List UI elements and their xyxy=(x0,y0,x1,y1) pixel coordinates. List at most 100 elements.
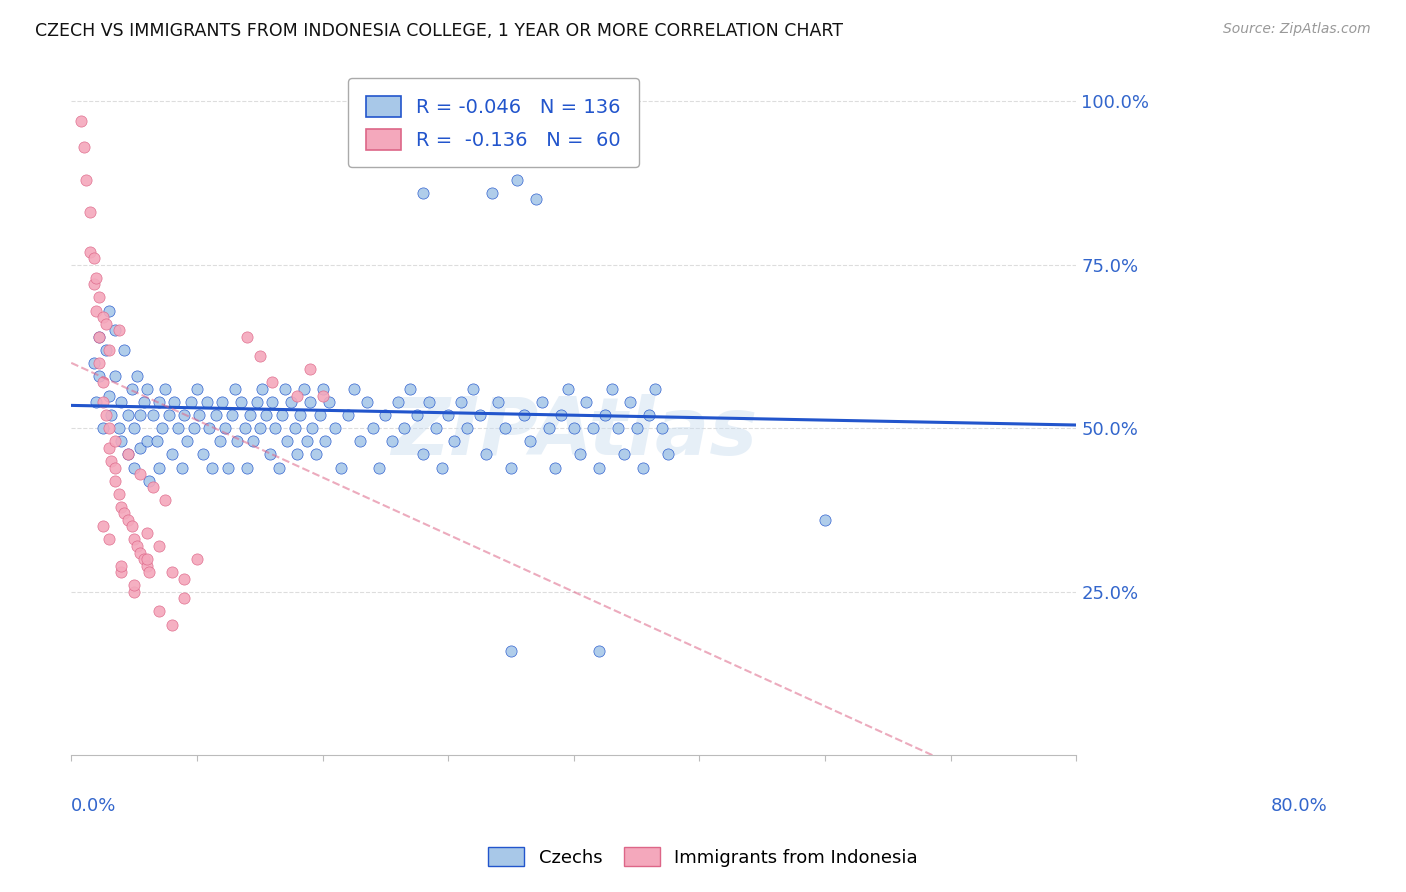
Point xyxy=(318,395,340,409)
Point xyxy=(550,408,572,422)
Point xyxy=(569,447,592,461)
Point xyxy=(638,408,661,422)
Point xyxy=(262,376,284,390)
Point xyxy=(531,395,554,409)
Point xyxy=(311,382,333,396)
Point xyxy=(217,460,239,475)
Point xyxy=(87,290,110,304)
Point xyxy=(193,447,215,461)
Point xyxy=(79,244,101,259)
Point xyxy=(108,486,131,500)
Point xyxy=(160,447,183,461)
Point xyxy=(204,408,226,422)
Point xyxy=(211,395,233,409)
Point xyxy=(150,421,173,435)
Point xyxy=(104,368,127,383)
Point xyxy=(155,493,177,508)
Point xyxy=(242,434,264,449)
Point xyxy=(468,408,491,422)
Point xyxy=(112,343,135,357)
Point xyxy=(221,408,243,422)
Point xyxy=(619,395,641,409)
Point xyxy=(519,434,541,449)
Point xyxy=(110,434,132,449)
Point xyxy=(267,460,290,475)
Point xyxy=(122,421,145,435)
Point xyxy=(108,323,131,337)
Point xyxy=(631,460,654,475)
Point xyxy=(311,388,333,402)
Point xyxy=(252,382,274,396)
Text: ZIPAtlas: ZIPAtlas xyxy=(391,393,756,472)
Legend: Czechs, Immigrants from Indonesia: Czechs, Immigrants from Indonesia xyxy=(481,840,925,874)
Point xyxy=(135,434,157,449)
Point xyxy=(148,604,170,618)
Point xyxy=(87,329,110,343)
Point xyxy=(280,395,302,409)
Point xyxy=(626,421,648,435)
Point xyxy=(499,460,522,475)
Point xyxy=(91,519,114,533)
Point xyxy=(79,205,101,219)
Point xyxy=(249,349,271,363)
Text: Source: ZipAtlas.com: Source: ZipAtlas.com xyxy=(1223,22,1371,37)
Point xyxy=(418,395,440,409)
Point xyxy=(249,421,271,435)
Point xyxy=(122,584,145,599)
Text: 0.0%: 0.0% xyxy=(72,797,117,814)
Point xyxy=(97,388,120,402)
Point xyxy=(86,303,108,318)
Point xyxy=(588,643,610,657)
Point xyxy=(117,447,139,461)
Point xyxy=(224,382,246,396)
Point xyxy=(301,421,323,435)
Point xyxy=(488,395,510,409)
Point xyxy=(309,408,332,422)
Point xyxy=(142,408,165,422)
Point xyxy=(110,565,132,579)
Point xyxy=(173,408,195,422)
Point xyxy=(512,408,534,422)
Point xyxy=(381,434,404,449)
Point xyxy=(229,395,252,409)
Point xyxy=(271,408,294,422)
Point xyxy=(499,643,522,657)
Point xyxy=(83,356,105,370)
Point xyxy=(368,460,391,475)
Point xyxy=(83,251,105,265)
Point xyxy=(557,382,579,396)
Point xyxy=(544,460,567,475)
Point xyxy=(349,434,371,449)
Point xyxy=(575,395,598,409)
Point xyxy=(70,113,93,128)
Point xyxy=(236,329,259,343)
Point xyxy=(562,421,585,435)
Point xyxy=(121,382,143,396)
Point xyxy=(97,441,120,455)
Point xyxy=(167,421,190,435)
Point xyxy=(287,447,309,461)
Point xyxy=(323,421,346,435)
Point xyxy=(343,382,366,396)
Point xyxy=(75,172,97,186)
Point xyxy=(87,368,110,383)
Point xyxy=(104,474,127,488)
Point xyxy=(537,421,560,435)
Point xyxy=(117,513,139,527)
Point xyxy=(588,460,610,475)
Text: CZECH VS IMMIGRANTS FROM INDONESIA COLLEGE, 1 YEAR OR MORE CORRELATION CHART: CZECH VS IMMIGRANTS FROM INDONESIA COLLE… xyxy=(35,22,844,40)
Point xyxy=(125,368,148,383)
Point xyxy=(506,172,529,186)
Point xyxy=(135,552,157,566)
Point xyxy=(122,533,145,547)
Point xyxy=(129,441,152,455)
Point xyxy=(157,408,180,422)
Point xyxy=(246,395,269,409)
Point xyxy=(613,447,636,461)
Point xyxy=(125,539,148,553)
Point xyxy=(450,395,472,409)
Point xyxy=(297,434,319,449)
Point xyxy=(91,421,114,435)
Point xyxy=(600,382,623,396)
Point xyxy=(160,565,183,579)
